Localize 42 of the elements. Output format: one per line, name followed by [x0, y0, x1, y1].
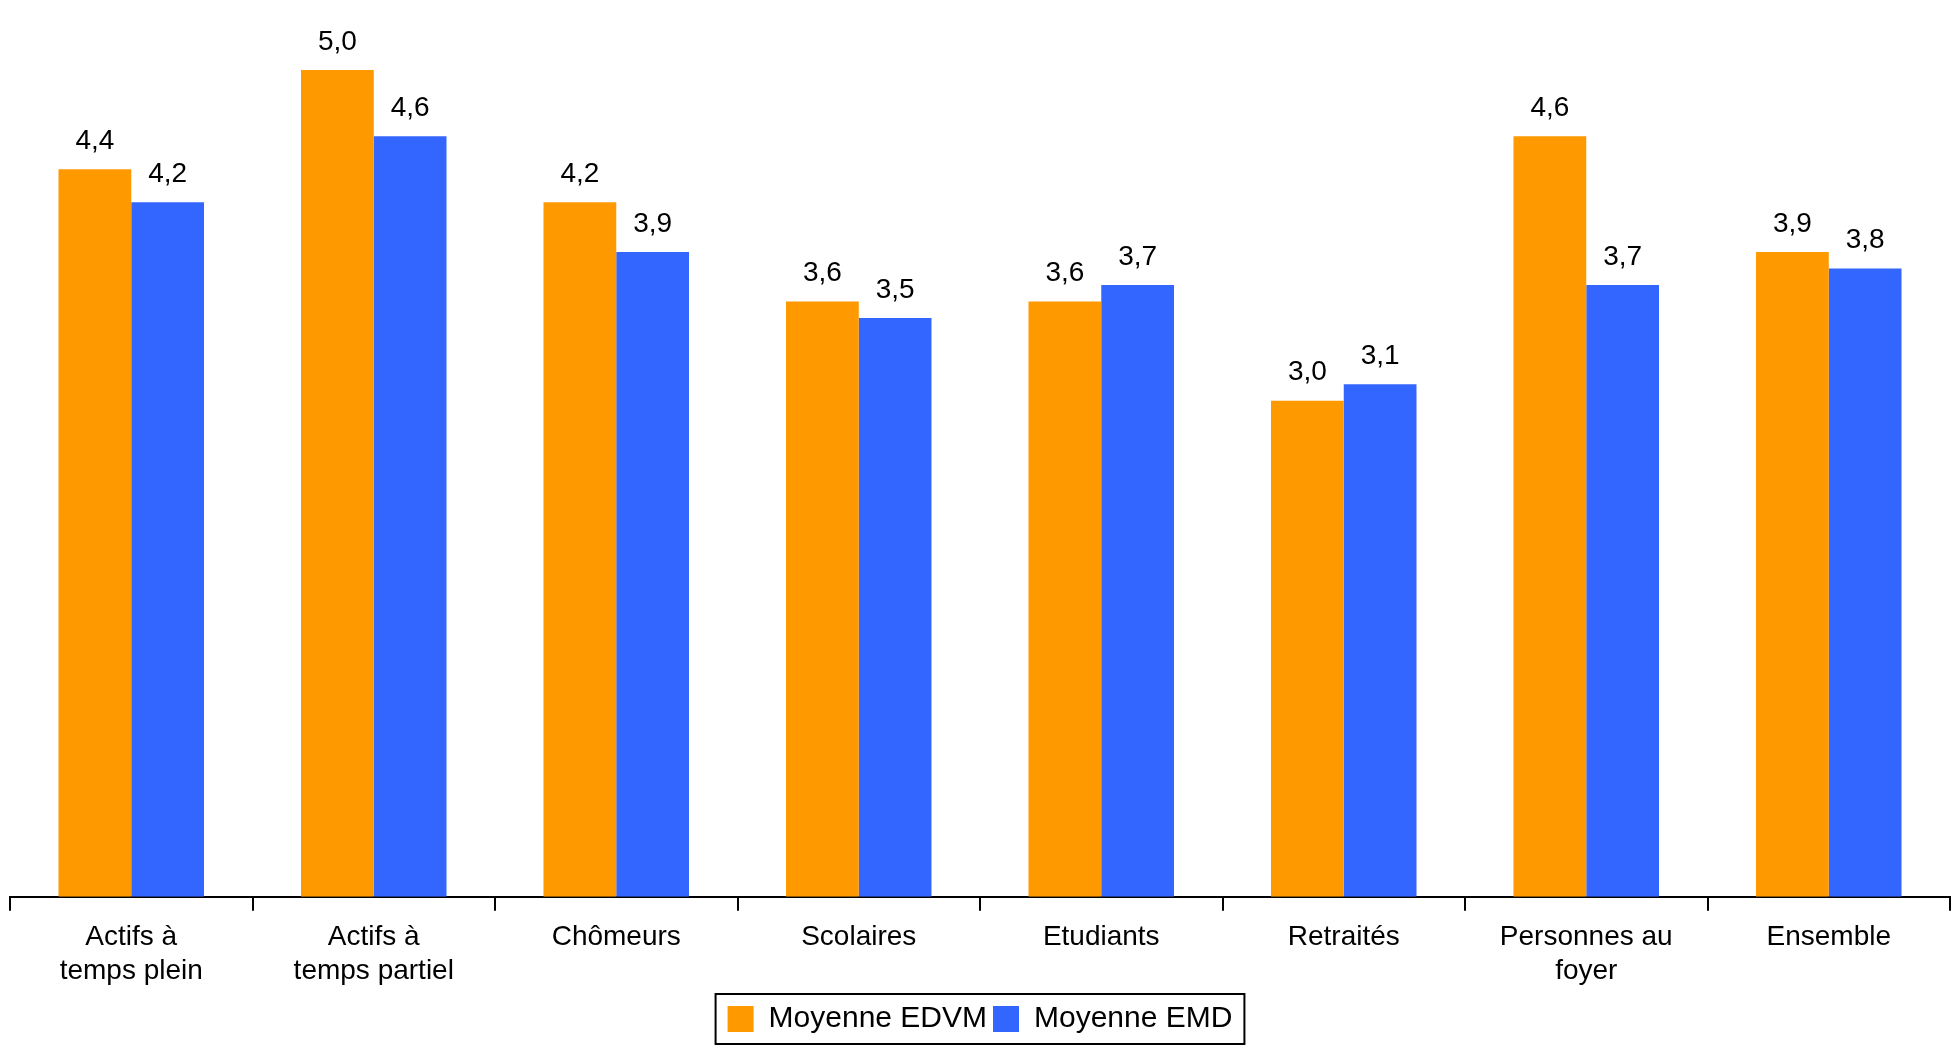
x-tick-label: Personnes au foyer	[1499, 920, 1673, 985]
bar	[1101, 284, 1174, 897]
bar	[1343, 384, 1417, 897]
bar	[1828, 268, 1902, 897]
data-label: 5,0	[317, 24, 357, 56]
data-label: 4,4	[75, 123, 115, 155]
x-tick-label: Chômeurs	[551, 920, 681, 952]
bar	[543, 202, 617, 897]
data-label: 4,2	[560, 157, 600, 189]
data-label: 3,0	[1287, 355, 1327, 387]
bar	[131, 202, 204, 897]
bar	[58, 169, 132, 897]
bar	[1586, 284, 1659, 897]
bar	[858, 318, 932, 897]
data-label: 4,6	[390, 90, 430, 122]
data-label: 3,6	[1045, 256, 1085, 288]
bar	[373, 136, 447, 897]
bar	[301, 70, 374, 897]
x-tick-label: Actifs à temps plein	[59, 920, 203, 985]
bar	[786, 301, 859, 897]
bar	[616, 251, 689, 897]
bar	[1513, 136, 1587, 897]
data-label: 4,2	[148, 157, 188, 189]
legend-label: Moyenne EDVM	[768, 1000, 988, 1034]
data-label: 3,5	[875, 272, 915, 304]
x-tick-label: Etudiants	[1042, 920, 1160, 952]
data-label: 3,7	[1603, 239, 1643, 271]
data-label: 4,6	[1530, 90, 1570, 122]
data-label: 3,8	[1845, 223, 1885, 255]
data-label: 3,9	[1772, 206, 1812, 238]
bar	[1271, 400, 1344, 897]
x-tick-label: Ensemble	[1766, 920, 1892, 952]
x-tick-label: Retraités	[1287, 920, 1400, 952]
data-label: 3,1	[1360, 338, 1400, 370]
x-tick-label: Actifs à temps partiel	[293, 920, 454, 985]
x-tick-label: Scolaires	[801, 920, 917, 952]
data-label: 3,9	[633, 206, 673, 238]
bar	[1756, 251, 1829, 897]
data-label: 3,6	[802, 256, 842, 288]
bar	[1028, 301, 1102, 897]
legend-label: Moyenne EMD	[1034, 1000, 1233, 1034]
data-label: 3,7	[1118, 239, 1158, 271]
